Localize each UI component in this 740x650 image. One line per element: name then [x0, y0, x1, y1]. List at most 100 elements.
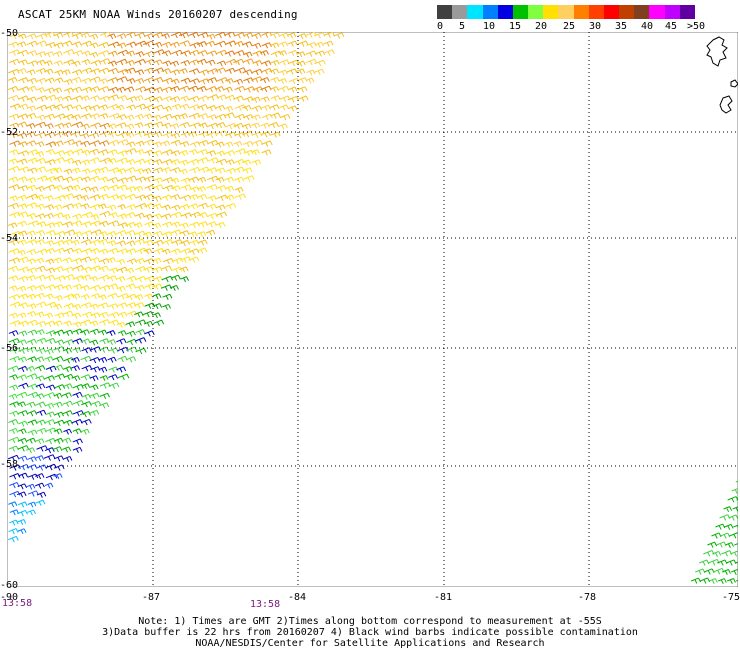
wind-barb	[287, 95, 299, 103]
legend-label: 40	[641, 21, 654, 32]
wind-barb	[135, 149, 145, 156]
latitude-label: -58	[0, 459, 19, 470]
wind-barb	[26, 239, 38, 246]
wind-barb	[98, 41, 110, 49]
wind-barb	[189, 42, 201, 49]
wind-barb	[63, 428, 72, 435]
wind-barb	[72, 391, 83, 399]
wind-barb	[152, 141, 162, 148]
wind-barb	[153, 177, 163, 184]
wind-barb	[270, 112, 281, 119]
wind-barb	[35, 455, 45, 462]
wind-barb	[54, 77, 64, 84]
wind-barb	[250, 114, 261, 121]
wind-barb	[169, 41, 180, 48]
wind-barb	[152, 203, 163, 210]
wind-barb	[189, 122, 202, 129]
wind-barb	[224, 141, 234, 148]
wind-barb	[107, 231, 117, 238]
wind-barb	[71, 86, 83, 93]
wind-barb	[269, 68, 280, 75]
legend-swatch	[573, 5, 589, 19]
legend-swatch	[482, 5, 498, 19]
wind-barb	[197, 239, 208, 246]
wind-barb	[188, 32, 200, 39]
wind-barb	[323, 49, 335, 56]
wind-barb	[152, 303, 163, 310]
wind-barb	[206, 105, 217, 112]
wind-barb	[88, 186, 99, 193]
wind-barb	[736, 498, 738, 501]
wind-barb	[26, 274, 36, 282]
wind-barb	[234, 186, 244, 193]
wind-barb	[196, 41, 208, 48]
wind-barb	[89, 303, 99, 310]
wind-barb	[306, 69, 316, 76]
wind-barb	[279, 113, 291, 121]
wind-barb	[63, 419, 73, 426]
wind-barb	[27, 184, 37, 191]
wind-barb	[26, 310, 37, 318]
wind-barb	[36, 114, 46, 121]
legend-swatch	[497, 5, 513, 19]
wind-barb	[161, 213, 172, 220]
wind-barb	[207, 50, 218, 57]
wind-barb	[106, 257, 116, 264]
wind-barb	[98, 366, 108, 373]
wind-barb	[17, 41, 27, 48]
wind-barb	[17, 185, 29, 192]
wind-barb	[234, 193, 247, 200]
wind-barb	[63, 229, 76, 236]
wind-barb	[26, 447, 36, 454]
wind-barb	[71, 41, 82, 48]
wind-barb	[45, 222, 56, 229]
wind-barb	[71, 303, 82, 310]
wind-barb	[233, 158, 245, 166]
wind-barb	[135, 113, 144, 120]
wind-barb	[72, 213, 83, 220]
wind-barb	[215, 141, 225, 148]
wind-barb	[188, 256, 200, 263]
wind-barb	[278, 50, 288, 57]
wind-barb	[53, 364, 64, 371]
wind-barb	[62, 437, 72, 444]
wind-barb	[715, 523, 726, 530]
wind-barb	[143, 139, 155, 146]
wind-barb	[71, 114, 82, 121]
wind-barb	[8, 294, 20, 301]
wind-barb	[215, 130, 228, 137]
wind-barb	[732, 506, 738, 512]
wind-barb	[207, 114, 218, 121]
wind-barb	[144, 293, 154, 300]
wind-barb	[17, 339, 28, 346]
wind-barb	[89, 42, 99, 49]
wind-barb	[36, 265, 46, 272]
wind-barb	[197, 211, 208, 219]
wind-barb	[126, 104, 137, 111]
wind-barb	[81, 149, 91, 156]
wind-barb	[27, 329, 38, 336]
wind-barb	[117, 311, 128, 318]
wind-barb	[261, 149, 272, 156]
wind-barb	[117, 204, 126, 210]
wind-barb	[333, 32, 345, 39]
wind-barb	[116, 194, 127, 201]
wind-barb	[17, 519, 27, 525]
wind-barb	[161, 194, 172, 201]
wind-barb	[179, 204, 190, 211]
wind-barb	[71, 140, 83, 147]
wind-barb	[89, 257, 100, 264]
latitude-label: -56	[0, 343, 19, 354]
latitude-label: -52	[0, 127, 19, 138]
wind-barb	[133, 222, 143, 229]
wind-barb	[18, 420, 28, 427]
wind-barb	[135, 329, 146, 336]
wind-barb	[134, 122, 144, 129]
wind-barb	[207, 77, 218, 84]
wind-barb	[170, 159, 181, 166]
wind-barb	[9, 464, 21, 471]
wind-barb	[180, 50, 192, 57]
wind-barb	[72, 446, 83, 453]
wind-barb	[62, 284, 72, 291]
wind-barb	[89, 33, 99, 40]
